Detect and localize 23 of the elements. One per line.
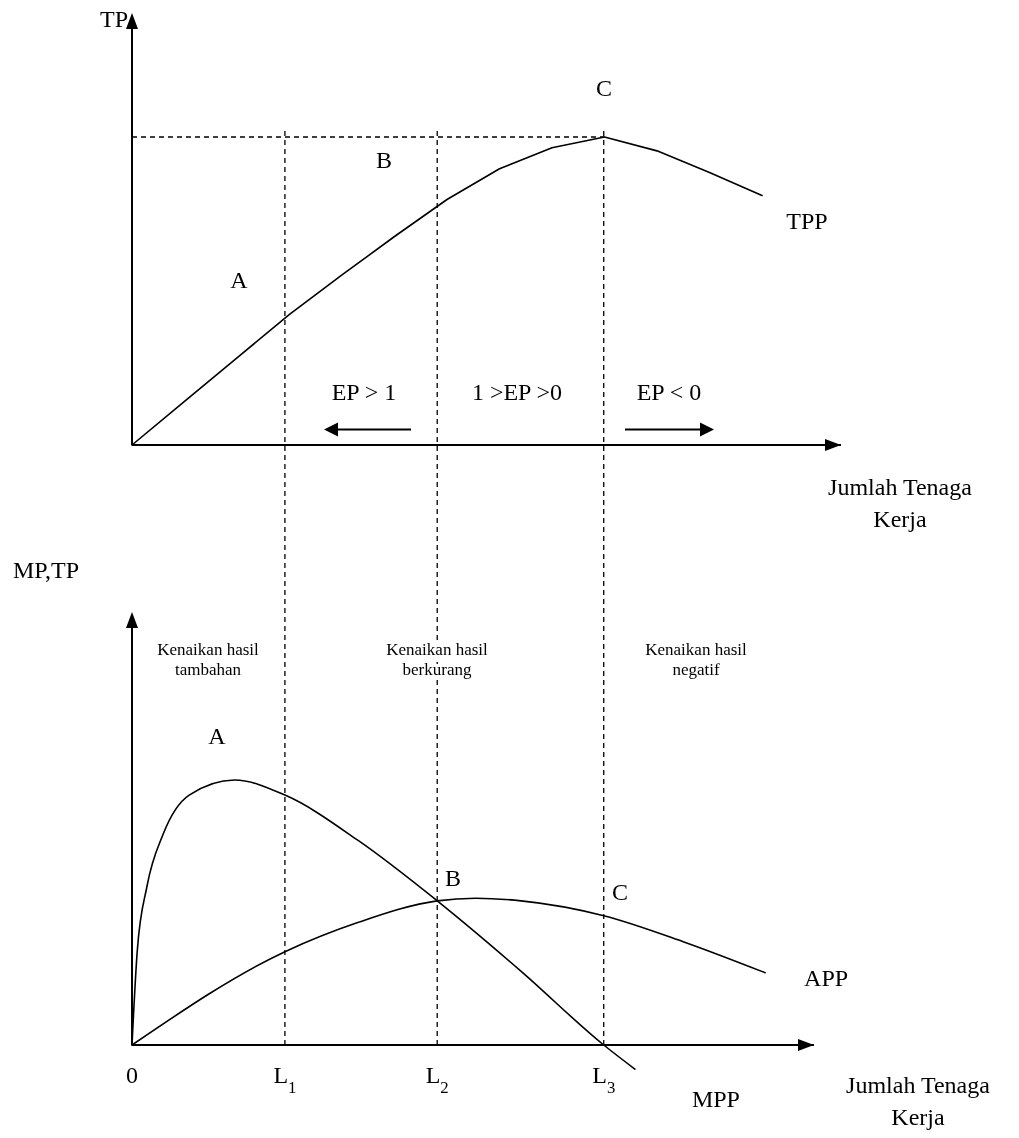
series-label: TPP [786, 208, 828, 235]
x-tick-label: L$_{1}$ [273, 1062, 297, 1097]
x-tick-label: L$_{2}$ [425, 1062, 449, 1097]
annotation: B [375, 146, 393, 173]
y-axis-title: MP,TP [13, 557, 80, 583]
text: A [208, 722, 227, 749]
text: Kenaikan hasil berkurang [386, 639, 489, 680]
x-tick-label: 0 [126, 1062, 138, 1088]
annotation: A [230, 266, 249, 293]
x-axis-title: Jumlah Tenaga Kerja [846, 1072, 991, 1130]
x-axis-title: Jumlah Tenaga Kerja [828, 474, 973, 532]
y-axis-title: TP [99, 6, 128, 32]
annotation: 1 >EP >0 [471, 378, 563, 405]
x-tick-label: L$_{3}$ [592, 1062, 616, 1097]
text: MPP [691, 1085, 740, 1112]
annotation: EP < 0 [636, 378, 702, 405]
series-label: APP [804, 965, 849, 992]
annotation: C [611, 878, 629, 905]
annotation: EP > 1 [331, 378, 397, 405]
annotation: B [444, 864, 462, 891]
text: C [595, 74, 613, 101]
text: Kenaikan hasil tambahan [157, 639, 260, 680]
text: Kenaikan hasil negatif [645, 639, 748, 680]
